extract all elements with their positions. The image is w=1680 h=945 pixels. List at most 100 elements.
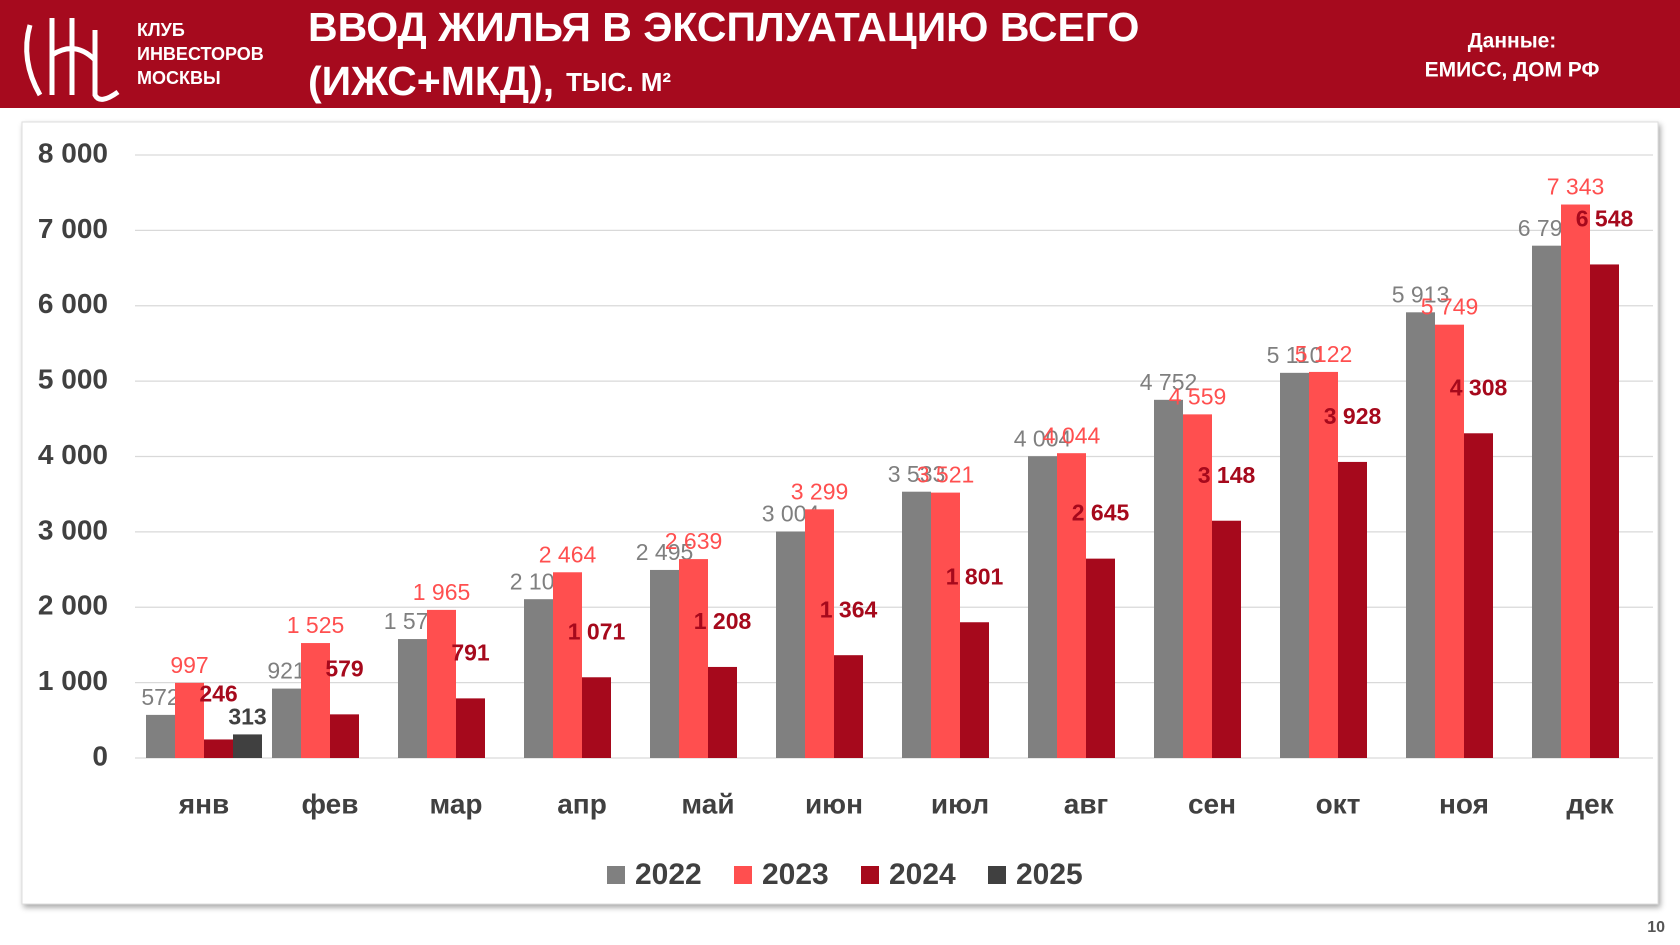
- legend-swatch: [734, 866, 752, 884]
- bar: [204, 739, 233, 758]
- legend-label: 2022: [635, 858, 702, 891]
- y-tick-label: 6 000: [38, 288, 108, 319]
- x-tick-label: сен: [1188, 788, 1236, 819]
- header-band: [0, 0, 1680, 108]
- bar: [427, 609, 456, 758]
- chart-panel: [21, 121, 1659, 905]
- value-label: 3 521: [917, 462, 975, 488]
- y-tick-label: 1 000: [38, 665, 108, 696]
- x-tick-label: июн: [805, 788, 863, 819]
- x-tick-label: фев: [302, 788, 359, 819]
- bar: [1280, 372, 1309, 758]
- bar: [146, 714, 175, 758]
- bar: [553, 572, 582, 758]
- legend-label: 2024: [889, 858, 956, 891]
- logo-line: МОСКВЫ: [137, 68, 221, 88]
- page-number: 10: [1647, 919, 1665, 936]
- bar: [960, 622, 989, 758]
- value-label: 1 208: [694, 608, 752, 634]
- y-tick-label: 3 000: [38, 514, 108, 545]
- value-label: 4 752: [1140, 369, 1198, 395]
- value-label: 2 639: [665, 528, 723, 554]
- legend-label: 2023: [762, 858, 829, 891]
- y-tick-label: 4 000: [38, 439, 108, 470]
- x-tick-label: июл: [931, 788, 989, 819]
- value-label: 5 110: [1267, 342, 1323, 368]
- value-label: 6 548: [1576, 206, 1634, 232]
- value-label: 2 645: [1072, 500, 1130, 526]
- bar: [650, 569, 679, 758]
- value-label: 5 913: [1392, 281, 1450, 307]
- y-tick-label: 7 000: [38, 213, 108, 244]
- value-label: 2 464: [539, 541, 597, 567]
- bar: [1183, 414, 1212, 758]
- legend-swatch: [607, 866, 625, 884]
- logo-line: КЛУБ: [137, 20, 185, 40]
- bar: [1406, 312, 1435, 758]
- bar: [1590, 264, 1619, 758]
- x-tick-label: янв: [178, 788, 229, 819]
- bar: [398, 639, 427, 758]
- x-tick-label: авг: [1064, 788, 1108, 819]
- bar: [834, 655, 863, 758]
- y-tick-label: 5 000: [38, 364, 108, 395]
- value-label: 5 122: [1295, 341, 1353, 367]
- bar: [708, 666, 737, 758]
- value-label: 1 071: [568, 618, 626, 644]
- value-label: 921: [267, 658, 305, 684]
- bar: [776, 531, 805, 758]
- x-tick-label: дек: [1566, 788, 1614, 819]
- subtitle: ТЫС. М²: [566, 67, 671, 97]
- source: ЕМИСС, ДОМ РФ: [1425, 59, 1600, 82]
- bar: [1309, 371, 1338, 758]
- value-label: 4 004: [1014, 425, 1072, 451]
- legend-swatch: [988, 866, 1006, 884]
- value-label: 3 148: [1198, 462, 1256, 488]
- value-label: 3 533: [888, 461, 946, 487]
- x-tick-label: мар: [429, 788, 482, 819]
- bar: [902, 491, 931, 758]
- bar: [456, 698, 485, 758]
- value-label: 1 965: [413, 579, 471, 605]
- value-label: 572: [141, 684, 179, 710]
- bar: [1086, 558, 1115, 758]
- x-tick-label: окт: [1316, 788, 1361, 819]
- x-tick-label: ноя: [1439, 788, 1489, 819]
- bar: [1028, 456, 1057, 758]
- logo-text: КЛУБ ИНВЕСТОРОВ МОСКВЫ: [137, 20, 264, 88]
- value-label: 3 928: [1324, 403, 1382, 429]
- title-line2-text: (ИЖС+МКД),: [308, 58, 554, 104]
- y-tick-label: 2 000: [38, 590, 108, 621]
- value-label: 3 299: [791, 478, 849, 504]
- bar: [1435, 324, 1464, 758]
- bar: [233, 734, 262, 758]
- bar: [1464, 433, 1493, 758]
- value-label: 246: [199, 681, 237, 707]
- bar: [805, 509, 834, 758]
- value-label: 1 525: [287, 612, 345, 638]
- x-tick-label: апр: [557, 788, 607, 819]
- value-label: 313: [228, 703, 266, 729]
- value-label: 5 749: [1421, 294, 1479, 320]
- bar: [1057, 453, 1086, 758]
- value-label: 4 559: [1169, 383, 1227, 409]
- title: ВВОД ЖИЛЬЯ В ЭКСПЛУАТАЦИЮ ВСЕГО: [308, 4, 1139, 50]
- bar: [1212, 520, 1241, 758]
- bar: [301, 643, 330, 758]
- logo-mark: [24, 18, 120, 102]
- source-label: Данные:: [1468, 30, 1557, 53]
- bar: [175, 682, 204, 758]
- bar: [272, 688, 301, 758]
- legend-swatch: [861, 866, 879, 884]
- value-label: 997: [170, 652, 208, 678]
- legend-label: 2025: [1016, 858, 1083, 891]
- bar: [931, 492, 960, 758]
- title-line2: (ИЖС+МКД), ТЫС. М²: [308, 58, 671, 104]
- bar: [330, 714, 359, 758]
- value-label: 1 801: [946, 563, 1004, 589]
- bar: [1532, 245, 1561, 758]
- y-tick-label: 8 000: [38, 137, 108, 168]
- value-label: 791: [451, 639, 490, 665]
